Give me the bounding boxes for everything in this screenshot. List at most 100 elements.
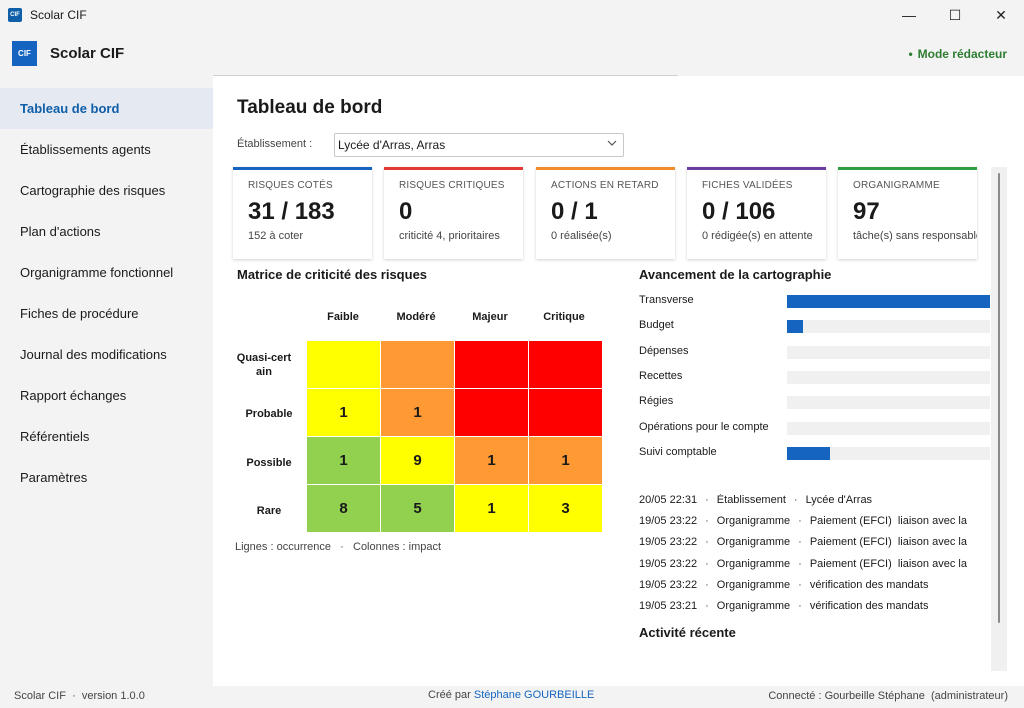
matrix-cell[interactable] — [455, 389, 528, 436]
window-title-bar: CIF Scolar CIF — ☐ ✕ — [0, 0, 1024, 30]
kpi-value: 31 / 183 — [248, 198, 335, 225]
separator: · — [798, 600, 802, 612]
main-content: Tableau de bord Établissement : Lycée d'… — [213, 76, 1024, 686]
kpi-card-actions-retard[interactable]: ACTIONS EN RETARD 0 / 1 0 réalisée(s) — [536, 167, 675, 259]
sidebar-item-organigramme[interactable]: Organigramme fonctionnel — [20, 265, 174, 280]
separator: · — [793, 494, 798, 506]
activity-item[interactable]: 19/05 23:22 · Organigramme · Paiement (EFCI)… — [639, 515, 991, 527]
matrix-cell[interactable]: 1 — [307, 389, 380, 436]
matrix-cell[interactable]: 1 — [307, 437, 380, 484]
separator: · — [798, 536, 802, 549]
progress-label: Régies — [639, 395, 674, 408]
activity-detail: vérification des mandats — [809, 578, 929, 591]
footer-user: Connecté : Gourbeille Stéphane (administ… — [768, 690, 1008, 702]
matrix-cell[interactable]: 3 — [529, 485, 602, 532]
progress-bar — [787, 345, 990, 359]
scrollbar-thumb[interactable] — [998, 173, 1000, 623]
activity-item[interactable]: 19/05 23:22 · Organigramme · vérification de… — [639, 579, 991, 591]
matrix-row-label: Quasi-certain — [236, 352, 292, 378]
separator: · — [705, 600, 709, 612]
matrix-cell[interactable] — [455, 341, 528, 388]
kpi-label: ORGANIGRAMME — [853, 180, 940, 191]
matrix-cell[interactable]: 9 — [381, 437, 454, 484]
kpi-card-organigramme[interactable]: ORGANIGRAMME 97 tâche(s) sans responsabl… — [838, 167, 977, 259]
matrix-cell[interactable]: 1 — [455, 437, 528, 484]
establishment-select[interactable]: Lycée d'Arras, Arras — [334, 133, 624, 157]
progress-bar — [787, 421, 990, 435]
matrix-row-label: Possible — [246, 457, 292, 469]
matrix-row-label: Probable — [245, 408, 293, 420]
activity-time: 19/05 23:22 — [639, 557, 698, 570]
progress-bar-fill — [787, 295, 990, 308]
kpi-label: RISQUES COTÉS — [248, 180, 333, 191]
sidebar-item-journal[interactable]: Journal des modifications — [20, 347, 167, 362]
app-logo: CIF — [12, 41, 37, 66]
progress-bar — [787, 370, 990, 384]
activity-type: Organigramme — [716, 557, 791, 570]
sidebar-item-etablissements[interactable]: Établissements agents — [20, 142, 151, 157]
kpi-value: 97 — [853, 198, 880, 225]
matrix-cell[interactable]: 1 — [529, 437, 602, 484]
progress-label: Dépenses — [639, 344, 689, 357]
sidebar: Tableau de bord Établissements agents Ca… — [0, 76, 213, 686]
progress-label: Opérations pour le compte — [639, 420, 769, 433]
minimize-button[interactable]: — — [902, 7, 916, 23]
progress-label: Suivi comptable — [639, 445, 717, 458]
kpi-label: ACTIONS EN RETARD — [551, 180, 659, 191]
progress-bar — [787, 295, 990, 308]
matrix-row-label: Rare — [256, 505, 282, 517]
matrix-cell[interactable]: 1 — [381, 389, 454, 436]
kpi-value: 0 / 1 — [551, 198, 598, 225]
activity-detail: Lycée d'Arras — [805, 494, 873, 506]
matrix-cell[interactable]: 5 — [381, 485, 454, 532]
establishment-value: Lycée d'Arras, Arras — [338, 138, 446, 152]
kpi-sub: 152 à coter — [248, 230, 304, 242]
matrix-col-header: Modéré — [396, 311, 436, 323]
page-title: Tableau de bord — [237, 97, 383, 118]
matrix-col-header: Critique — [543, 311, 585, 323]
kpi-card-fiches-validees[interactable]: FICHES VALIDÉES 0 / 106 0 rédigée(s) en … — [687, 167, 826, 259]
matrix-cell[interactable] — [307, 341, 380, 388]
matrix-title: Matrice de criticité des risques — [237, 267, 428, 282]
app-icon: CIF — [8, 8, 22, 22]
sidebar-item-rapport[interactable]: Rapport échanges — [20, 388, 127, 403]
activity-detail: Paiement (EFCI) liaison avec la — [809, 536, 967, 549]
activity-item[interactable]: 19/05 23:22 · Organigramme · Paiement (EFCI)… — [639, 558, 991, 570]
kpi-sub: 0 réalisée(s) — [551, 230, 612, 242]
matrix-cell[interactable]: 1 — [455, 485, 528, 532]
activity-time: 20/05 22:31 — [639, 494, 698, 506]
matrix-cell[interactable] — [381, 341, 454, 388]
maximize-button[interactable]: ☐ — [948, 6, 962, 23]
matrix-col-header: Majeur — [472, 311, 508, 323]
kpi-sub: criticité 4, prioritaires — [399, 230, 500, 242]
progress-bar-fill — [787, 320, 804, 334]
matrix-cell[interactable] — [529, 341, 602, 388]
author-link[interactable]: Stéphane GOURBEILLE — [473, 689, 595, 701]
kpi-card-risques-critiques[interactable]: RISQUES CRITIQUES 0 criticité 4, priorit… — [384, 167, 523, 259]
activity-time: 19/05 23:22 — [639, 578, 698, 591]
sidebar-item-fiches-procedure[interactable]: Fiches de procédure — [20, 306, 139, 321]
kpi-card-risques-cotes[interactable]: RISQUES COTÉS 31 / 183 152 à coter — [233, 167, 372, 259]
close-button[interactable]: ✕ — [995, 6, 1007, 23]
matrix-cell[interactable]: 8 — [307, 485, 380, 532]
activity-item[interactable]: 20/05 22:31 · Établissement · Lycée d'Arras — [639, 494, 991, 506]
kpi-label: RISQUES CRITIQUES — [399, 180, 505, 191]
activity-item[interactable]: 19/05 23:21 · Organigramme · vérification de… — [639, 600, 991, 612]
activity-item[interactable]: 19/05 23:22 · Organigramme · Paiement (EFCI)… — [639, 536, 991, 548]
sidebar-item-tableau-de-bord[interactable]: Tableau de bord — [0, 88, 213, 129]
activity-type: Organigramme — [716, 536, 791, 549]
mode-label: Mode rédacteur — [917, 47, 1007, 61]
vertical-scrollbar[interactable] — [991, 167, 1007, 671]
sidebar-item-cartographie[interactable]: Cartographie des risques — [20, 183, 166, 198]
footer-credit-prefix: Créé par — [428, 689, 474, 701]
sidebar-item-parametres[interactable]: Paramètres — [20, 470, 88, 485]
activity-time: 19/05 23:22 — [639, 536, 698, 549]
sidebar-item-referentiels[interactable]: Référentiels — [20, 429, 90, 444]
progress-bar — [787, 446, 990, 460]
matrix-cell[interactable] — [529, 389, 602, 436]
chevron-down-icon — [607, 138, 617, 151]
sidebar-item-plan-actions[interactable]: Plan d'actions — [20, 224, 101, 239]
separator: · — [798, 515, 802, 528]
window-title: Scolar CIF — [30, 8, 87, 22]
activity-title: Activité récente — [639, 625, 736, 640]
